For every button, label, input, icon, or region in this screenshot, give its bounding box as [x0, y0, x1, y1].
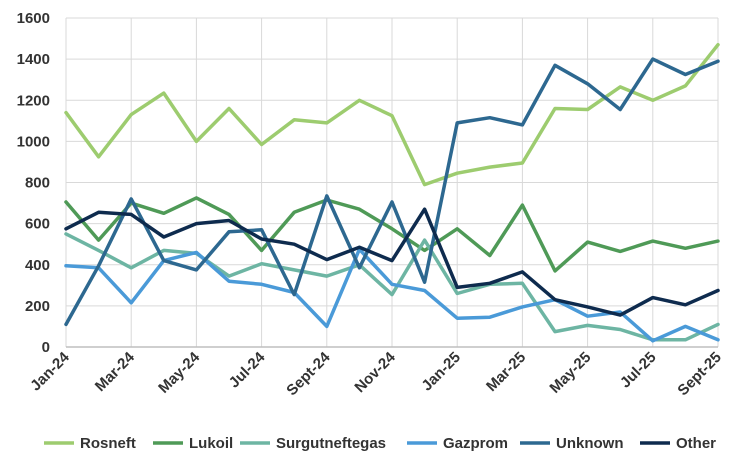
series-line-other	[64, 207, 720, 317]
legend-label-unknown: Unknown	[556, 435, 624, 452]
x-tick-label: Mar-24	[92, 348, 139, 395]
x-tick-label: Sept-25	[674, 349, 724, 399]
legend-label-other: Other	[676, 435, 716, 452]
y-tick-label: 600	[25, 216, 50, 233]
series-line-rosneft	[64, 42, 720, 187]
y-tick-label: 1200	[17, 92, 50, 109]
x-tick-label: May-24	[155, 348, 203, 396]
x-tick-label: Jan-24	[27, 348, 73, 394]
legend-label-gazprom: Gazprom	[443, 435, 508, 452]
y-tick-label: 1600	[17, 10, 50, 27]
x-tick-label: Jan-25	[418, 349, 464, 395]
legend: Rosneft Lukoil Surgutneftegas Gazprom Unknow…	[44, 435, 716, 452]
x-tick-label: Sept-24	[283, 348, 334, 399]
x-tick-label: Jul-25	[617, 349, 660, 392]
x-tick-label: Mar-25	[483, 349, 529, 395]
x-tick-labels: Jan-24 Mar-24 May-24 Jul-24 Sept-24 Nov-24 Jan…	[27, 348, 725, 399]
y-tick-labels: 0 200 400 600 800 1000 1200 1400 1600	[17, 10, 50, 356]
y-tick-label: 1000	[17, 133, 50, 150]
grid	[65, 17, 719, 347]
y-tick-label: 200	[25, 298, 50, 315]
legend-label-rosneft: Rosneft	[80, 435, 136, 452]
x-tick-label: Jul-24	[226, 348, 269, 391]
series-line-lukoil	[64, 196, 720, 273]
series-line-unknown	[64, 57, 720, 327]
legend-label-lukoil: Lukoil	[189, 435, 233, 452]
series-line-surgutneftegas	[64, 232, 720, 342]
y-tick-label: 800	[25, 175, 50, 192]
series-lines	[64, 42, 720, 343]
x-tick-label: Nov-24	[351, 348, 399, 396]
legend-label-surgutneftegas: Surgutneftegas	[276, 435, 386, 452]
y-tick-label: 1400	[17, 51, 50, 68]
y-tick-label: 0	[42, 339, 50, 356]
y-tick-label: 400	[25, 257, 50, 274]
x-tick-label: May-25	[546, 349, 594, 397]
